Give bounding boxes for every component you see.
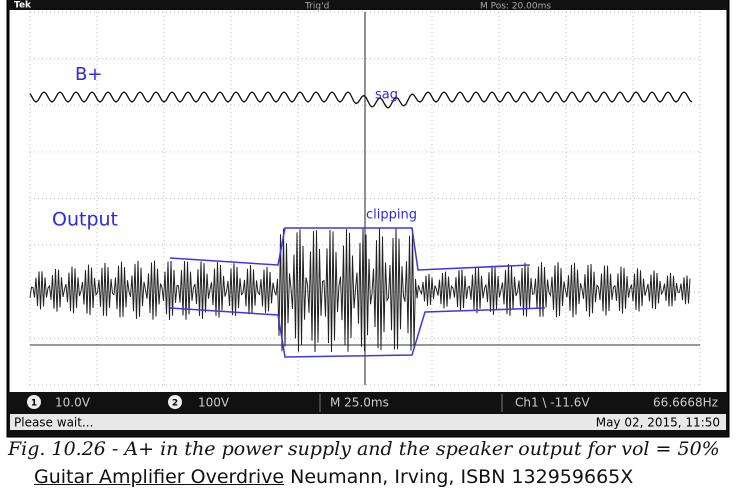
figure-caption: Fig. 10.26 - A+ in the power supply and … (8, 438, 720, 460)
trigger: Ch1 \ -11.6V (515, 396, 590, 410)
annotation: sag (375, 88, 398, 103)
screen-frame (6, 0, 730, 438)
book-title: Guitar Amplifier Overdrive (34, 466, 285, 488)
trigger-status: Trig'd (304, 2, 329, 12)
waveforms (29, 91, 693, 358)
message: Please wait... (14, 416, 93, 430)
message-bar (10, 414, 726, 430)
badge (27, 395, 41, 409)
timestamp: May 02, 2015, 11:50 (596, 416, 720, 430)
ch1-scale: 10.0V (55, 396, 91, 410)
credit: Neumann, Irving, ISBN 132959665X (290, 466, 634, 488)
output-trace (29, 227, 691, 353)
annotation: clipping (366, 208, 417, 223)
annotation: Output (52, 209, 118, 231)
envelope-line (169, 307, 546, 358)
frequency: 66.6668Hz (653, 396, 718, 410)
annotation: B+ (75, 64, 102, 85)
brand: Tek (14, 1, 32, 11)
top-bar (8, 0, 728, 10)
ch1-badge: 1 (31, 399, 37, 409)
oscilloscope-screen: Tek Trig'd M Pos: 20.00ms B+ sag Output … (6, 0, 730, 438)
supply-trace (29, 91, 693, 109)
position: M Pos: 20.00ms (480, 2, 551, 12)
credit-line: Guitar Amplifier Overdrive Neumann, Irvi… (34, 466, 633, 488)
badge (168, 395, 182, 409)
timebase: M 25.0ms (330, 396, 389, 410)
envelope-line (169, 227, 531, 271)
ch2-badge: 2 (172, 399, 178, 409)
ch2-scale: 100V (198, 396, 230, 410)
